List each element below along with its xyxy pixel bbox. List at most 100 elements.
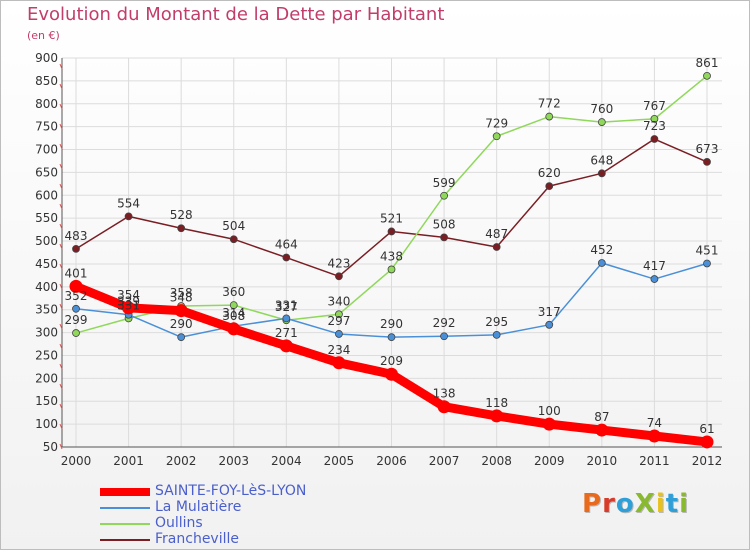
data-point [387, 333, 396, 342]
y-tick-label: 650 [35, 165, 58, 179]
series-3 [72, 135, 711, 281]
series-1 [72, 259, 711, 342]
data-point [597, 259, 606, 267]
y-axis-tick-mark [59, 323, 63, 330]
data-label: 723 [643, 119, 666, 133]
data-label: 438 [380, 249, 403, 263]
data-label-layer: 401 354 348 308 271 234 209 138 118 100 87 74 61 352 3… [65, 56, 719, 436]
data-label: 760 [590, 102, 613, 116]
data-label: 352 [65, 289, 88, 303]
data-label: 521 [380, 211, 403, 225]
x-tick-label: 2012 [692, 454, 723, 468]
data-label: 331 [275, 298, 298, 312]
data-point [227, 322, 241, 336]
data-point [72, 329, 80, 337]
y-tick-label: 550 [35, 211, 58, 225]
legend-swatch [100, 488, 150, 496]
y-axis-tick-mark [59, 403, 63, 410]
y-tick-label: 700 [35, 143, 58, 157]
x-tick-label: 2010 [587, 454, 618, 468]
y-axis-tick-mark [59, 123, 63, 130]
y-tick-label: 900 [35, 51, 58, 65]
data-label: 360 [222, 285, 245, 299]
legend-label: SAINTE-FOY-LèS-LYON [155, 483, 307, 499]
data-label: 138 [433, 387, 456, 401]
data-label: 299 [65, 313, 88, 327]
y-tick-label: 400 [35, 280, 58, 294]
x-tick-label: 2002 [166, 454, 197, 468]
y-axis-tick-mark [59, 223, 63, 230]
data-point [385, 367, 398, 381]
x-tick-label: 2008 [481, 454, 512, 468]
data-point [440, 233, 448, 242]
data-label: 61 [699, 422, 714, 436]
data-label: 464 [275, 238, 298, 252]
data-label: 554 [117, 196, 140, 210]
data-label: 452 [590, 243, 613, 257]
data-point [492, 243, 501, 251]
data-label: 209 [380, 354, 403, 368]
data-point [335, 272, 343, 281]
data-label: 620 [538, 166, 561, 180]
data-label: 358 [170, 286, 193, 300]
y-tick-label: 800 [35, 97, 58, 111]
logo-letter: i [679, 489, 690, 519]
data-point [595, 423, 609, 437]
data-label: 483 [65, 229, 88, 243]
data-point [440, 191, 448, 200]
y-axis-tick-mark [59, 383, 63, 390]
data-label: 401 [65, 266, 88, 280]
data-label: 100 [538, 404, 561, 418]
data-point [703, 157, 711, 166]
data-point [332, 356, 346, 370]
logo-letter: P [582, 489, 603, 519]
data-label: 451 [696, 243, 719, 257]
data-point [124, 212, 133, 221]
legend-label: Oullins [155, 515, 203, 531]
data-point [545, 112, 554, 121]
data-label: 290 [170, 317, 193, 331]
y-axis-tick-mark [59, 103, 63, 110]
y-axis-tick-mark [59, 83, 63, 90]
data-point [335, 330, 343, 338]
y-axis-tick-mark [59, 283, 63, 290]
data-point [174, 304, 188, 318]
data-label: 74 [647, 416, 662, 430]
data-label: 292 [433, 316, 456, 330]
data-point [72, 244, 80, 253]
data-label: 729 [485, 116, 508, 130]
data-point [542, 417, 556, 431]
data-point [279, 339, 293, 353]
data-label: 118 [485, 396, 508, 410]
data-label: 271 [275, 326, 298, 340]
data-point [229, 235, 238, 244]
data-point [229, 301, 238, 310]
legend-label: La Mulatière [155, 499, 242, 515]
data-label: 308 [222, 309, 245, 323]
data-point [335, 310, 343, 319]
legend-swatch [100, 539, 150, 541]
data-label: 234 [327, 343, 350, 357]
x-tick-label: 2007 [429, 454, 460, 468]
data-point [122, 301, 136, 315]
y-tick-label: 50 [43, 440, 58, 454]
data-label: 772 [538, 97, 561, 111]
legend-swatch [100, 523, 150, 525]
data-label: 648 [590, 153, 613, 167]
data-point [387, 265, 396, 274]
data-label: 317 [538, 305, 561, 319]
y-tick-label: 200 [35, 371, 58, 385]
data-point [69, 279, 83, 293]
data-label: 295 [485, 315, 508, 329]
series-layer [69, 71, 714, 449]
data-point [177, 333, 186, 342]
y-tick-label: 350 [35, 303, 58, 317]
y-axis-tick-mark [59, 423, 63, 430]
data-point [703, 71, 711, 80]
data-label: 673 [696, 142, 719, 156]
data-label: 290 [380, 317, 403, 331]
y-tick-label: 100 [35, 417, 58, 431]
x-tick-label: 2003 [218, 454, 249, 468]
y-axis-tick-mark [59, 63, 63, 70]
data-label: 348 [170, 291, 193, 305]
